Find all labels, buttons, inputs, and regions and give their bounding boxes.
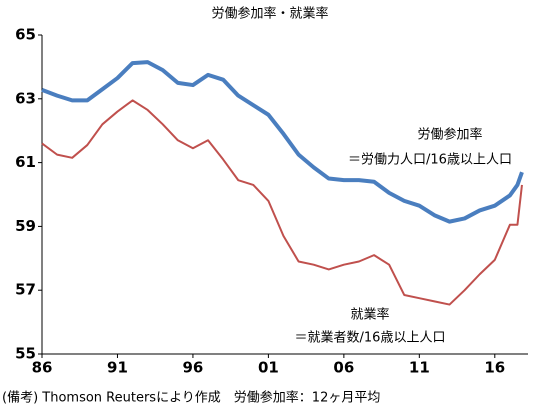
chart-title: 労働参加率・就業率: [211, 6, 328, 22]
series-line: [41, 60, 524, 224]
x-tick-label: 91: [107, 359, 128, 377]
y-tick-label: 57: [15, 281, 36, 299]
x-tick-label: 01: [258, 359, 279, 377]
series-label: 就業率: [350, 307, 389, 323]
y-tick-label: 63: [15, 89, 36, 107]
note: (備考) Thomson Reutersにより作成 労働参加率：12ヶ月平均: [2, 390, 380, 406]
annotation: ＝就業者数/16歳以上人口: [295, 330, 446, 346]
x-tick-label: 06: [333, 359, 354, 377]
y-tick-label: 61: [15, 153, 36, 171]
series-line: [41, 99, 523, 306]
y-tick-label: 55: [15, 345, 36, 363]
y-tick-label: 65: [15, 26, 36, 44]
x-tick-label: 86: [32, 359, 53, 377]
x-tick-label: 11: [409, 359, 430, 377]
x-tick-label: 16: [484, 359, 505, 377]
y-tick-label: 59: [15, 217, 36, 235]
annotation: ＝労働力人口/16歳以上人口: [348, 153, 512, 168]
series-label: 労働参加率: [417, 127, 482, 143]
x-tick-label: 96: [182, 359, 203, 377]
